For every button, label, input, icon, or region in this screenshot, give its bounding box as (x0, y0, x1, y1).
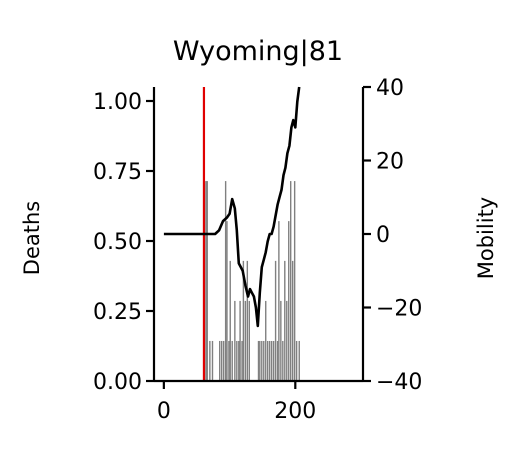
deaths-bar (220, 340, 223, 381)
y-right-tick-label: 0 (376, 223, 390, 248)
deaths-bar (267, 340, 269, 381)
deaths-bar (284, 260, 286, 381)
y-left-tick-label: 1.00 (93, 90, 142, 115)
deaths-bar (205, 181, 207, 381)
deaths-bar (278, 221, 280, 381)
deaths-bar (268, 340, 271, 381)
deaths-bars (203, 181, 300, 381)
deaths-bar (224, 181, 227, 381)
deaths-bar (244, 300, 247, 381)
y-right-tick-label: 40 (376, 76, 404, 101)
deaths-bar (276, 340, 279, 381)
deaths-bar (274, 260, 277, 381)
y-axis-title-right: Mobility (474, 197, 498, 279)
y-right-tick-label: 20 (376, 150, 404, 175)
deaths-bar (280, 300, 282, 381)
deaths-bar (242, 260, 245, 381)
deaths-bar (295, 340, 298, 381)
y-left-tick-label: 0.50 (93, 230, 142, 255)
deaths-bar (286, 300, 288, 381)
deaths-bar (236, 340, 238, 381)
deaths-bar (241, 340, 243, 381)
deaths-bar (226, 221, 228, 381)
deaths-bar (239, 300, 241, 381)
deaths-bar (211, 340, 214, 381)
deaths-bar (265, 300, 267, 381)
deaths-bar (219, 340, 221, 381)
deaths-bar (288, 221, 290, 381)
deaths-bar (270, 340, 273, 381)
y-left-tick-label: 0.25 (93, 300, 142, 325)
y-axis-title-left: Deaths (20, 201, 44, 275)
deaths-bar (206, 181, 208, 381)
deaths-bar (257, 340, 260, 381)
y-right-tick-label: −20 (376, 297, 422, 322)
deaths-bar (263, 340, 265, 381)
deaths-bar (229, 260, 231, 381)
deaths-bar (272, 340, 275, 381)
deaths-bar (228, 340, 230, 381)
axes: 0.00 0.25 0.50 0.75 1.00 −40 −20 0 20 40 0 200 (93, 76, 422, 424)
deaths-bar (209, 340, 211, 381)
deaths-bar (259, 340, 261, 381)
deaths-bar (231, 340, 233, 381)
deaths-bar (222, 340, 225, 381)
x-tick-label: 200 (274, 399, 316, 424)
deaths-bar (248, 300, 250, 381)
y-right-tick-label: −40 (376, 370, 422, 395)
deaths-bar (291, 260, 294, 381)
y-left-tick-label: 0.00 (93, 370, 142, 395)
deaths-bar (246, 260, 249, 381)
chart-title: Wyoming|81 (173, 36, 343, 67)
deaths-bar (290, 181, 292, 381)
x-tick-label: 0 (157, 399, 171, 424)
deaths-bar (234, 300, 236, 381)
mobility-line (163, 86, 301, 328)
deaths-bar (238, 340, 240, 381)
deaths-bar (282, 340, 284, 381)
deaths-bar (298, 340, 300, 381)
deaths-bar (261, 340, 263, 381)
y-left-tick-label: 0.75 (93, 160, 142, 185)
mobility-series (163, 86, 301, 328)
deaths-bar (293, 181, 296, 381)
